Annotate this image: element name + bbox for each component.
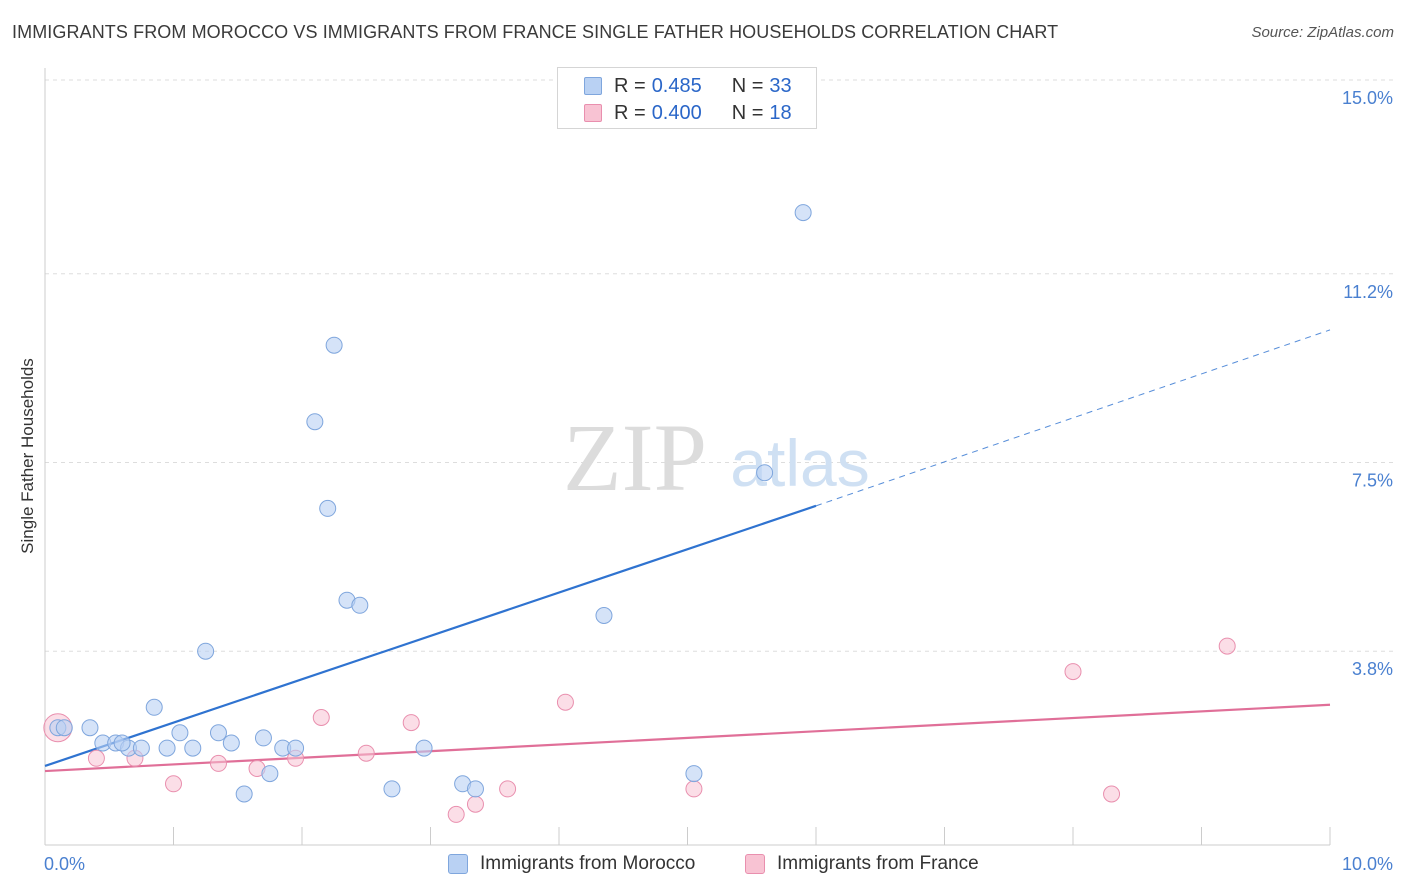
legend-row-france: R = 0.400 N = 18 bbox=[584, 100, 792, 126]
point-morocco bbox=[466, 780, 484, 798]
point-morocco bbox=[158, 739, 176, 757]
point-france bbox=[209, 754, 227, 772]
bottom-legend-france: Immigrants from France bbox=[745, 852, 979, 876]
point-france bbox=[87, 749, 105, 767]
point-morocco bbox=[197, 642, 215, 660]
point-morocco bbox=[756, 464, 774, 482]
legend-swatch-france bbox=[584, 104, 602, 122]
point-morocco bbox=[685, 765, 703, 783]
trend-line-morocco-extension bbox=[815, 329, 1331, 507]
point-morocco bbox=[351, 596, 369, 614]
point-morocco bbox=[209, 724, 227, 742]
point-morocco bbox=[254, 729, 272, 747]
point-morocco bbox=[794, 204, 812, 222]
gridlines bbox=[45, 79, 1395, 652]
watermark-atlas: atlas bbox=[730, 426, 869, 500]
x-tick-label: 0.0% bbox=[44, 854, 85, 874]
point-morocco bbox=[383, 780, 401, 798]
point-france bbox=[1103, 785, 1121, 803]
legend-r-value-morocco: 0.485 bbox=[651, 74, 702, 97]
point-morocco bbox=[113, 734, 131, 752]
trend-line-morocco bbox=[44, 504, 817, 767]
chart-title: IMMIGRANTS FROM MOROCCO VS IMMIGRANTS FR… bbox=[12, 22, 1059, 42]
point-france bbox=[466, 795, 484, 813]
bottom-legend-swatch-france bbox=[745, 854, 765, 874]
point-morocco bbox=[184, 739, 202, 757]
legend-n-label: N = bbox=[731, 74, 764, 97]
axes bbox=[44, 68, 1331, 846]
data-points bbox=[43, 204, 1236, 823]
legend-r-label: R = bbox=[614, 74, 646, 97]
point-morocco bbox=[145, 698, 163, 716]
source-label: Source: ZipAtlas.com bbox=[1251, 24, 1394, 41]
point-france bbox=[1064, 663, 1082, 681]
point-france bbox=[556, 693, 574, 711]
point-morocco bbox=[81, 719, 99, 737]
point-morocco bbox=[325, 336, 343, 354]
bottom-legend-label-morocco: Immigrants from Morocco bbox=[480, 853, 696, 874]
bottom-legend-label-france: Immigrants from France bbox=[777, 853, 979, 874]
x-tick-labels: 0.0% 10.0% bbox=[44, 854, 1393, 874]
y-tick-label: 3.8% bbox=[1352, 659, 1393, 679]
point-france bbox=[165, 775, 182, 793]
point-france bbox=[499, 780, 517, 798]
point-morocco bbox=[171, 724, 189, 742]
x-tick-label: 10.0% bbox=[1342, 854, 1393, 874]
y-tick-label: 7.5% bbox=[1352, 471, 1393, 491]
point-france bbox=[312, 709, 330, 726]
legend-r-label: R = bbox=[614, 101, 646, 124]
legend-n-value-france: 18 bbox=[769, 101, 792, 124]
point-morocco bbox=[261, 765, 279, 783]
y-tick-label: 15.0% bbox=[1342, 88, 1393, 108]
watermark-zip: ZIP bbox=[563, 404, 707, 511]
legend-n-value-morocco: 33 bbox=[769, 74, 792, 97]
point-morocco bbox=[235, 785, 253, 803]
point-morocco bbox=[287, 739, 305, 757]
point-morocco bbox=[595, 607, 613, 624]
legend-row-morocco: R = 0.485 N = 33 bbox=[584, 73, 792, 99]
legend-r-value-france: 0.400 bbox=[651, 101, 702, 124]
point-france bbox=[685, 780, 703, 798]
point-morocco bbox=[222, 734, 240, 752]
point-france bbox=[1218, 637, 1236, 655]
point-morocco bbox=[132, 739, 150, 757]
legend-n-label: N = bbox=[731, 101, 764, 124]
point-france bbox=[357, 744, 375, 762]
trend-line-france bbox=[44, 703, 1331, 773]
y-tick-labels: 3.8% 7.5% 11.2% 15.0% bbox=[1342, 88, 1393, 679]
point-morocco bbox=[415, 739, 433, 757]
point-morocco bbox=[55, 719, 73, 737]
trend-lines bbox=[44, 329, 1331, 773]
point-morocco bbox=[319, 499, 337, 517]
bottom-legend-swatch-morocco bbox=[448, 854, 468, 874]
point-france bbox=[447, 805, 465, 823]
bottom-legend-morocco: Immigrants from Morocco bbox=[448, 852, 695, 876]
legend-swatch-morocco bbox=[584, 77, 602, 95]
y-tick-label: 11.2% bbox=[1343, 282, 1393, 302]
watermark: ZIP atlas bbox=[563, 404, 870, 511]
point-france bbox=[402, 714, 420, 732]
stats-legend: R = 0.485 N = 33 R = 0.400 N = 18 bbox=[557, 67, 817, 129]
point-morocco bbox=[306, 413, 324, 431]
y-axis-label: Single Father Households bbox=[18, 358, 37, 554]
